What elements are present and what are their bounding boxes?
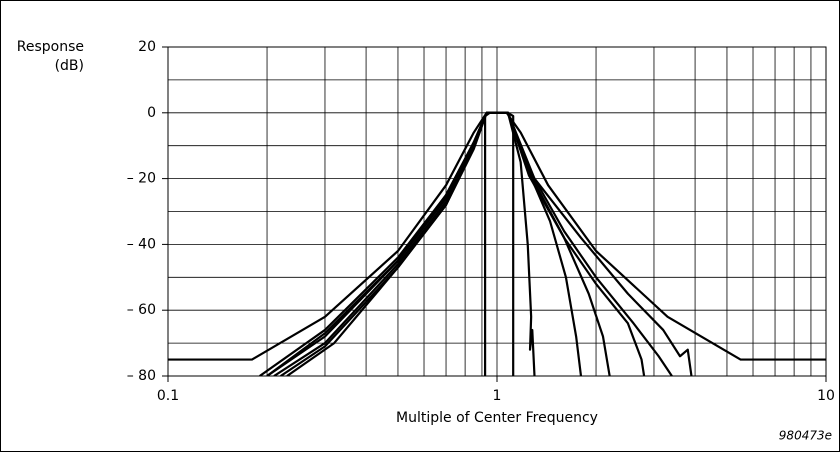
y-tick-label: 0 — [147, 105, 156, 121]
plot-lines — [168, 111, 826, 376]
y-tick-label: 20 — [138, 39, 156, 55]
x-tick-label: 1 — [493, 388, 502, 404]
x-tick-label: 0.1 — [157, 388, 179, 404]
y-axis-label: (dB) — [55, 58, 84, 74]
y-axis-label: Response — [17, 39, 84, 55]
y-tick-label: – 20 — [127, 171, 156, 187]
x-tick-label: 10 — [817, 388, 835, 404]
note: 980473e — [779, 429, 832, 443]
y-tick-label: – 60 — [127, 302, 156, 318]
x-axis-label: Multiple of Center Frequency — [396, 410, 598, 426]
response-curve — [266, 111, 693, 376]
y-tick-label: – 40 — [127, 236, 156, 252]
plot-area — [167, 46, 827, 377]
y-tick-label: – 80 — [127, 368, 156, 384]
